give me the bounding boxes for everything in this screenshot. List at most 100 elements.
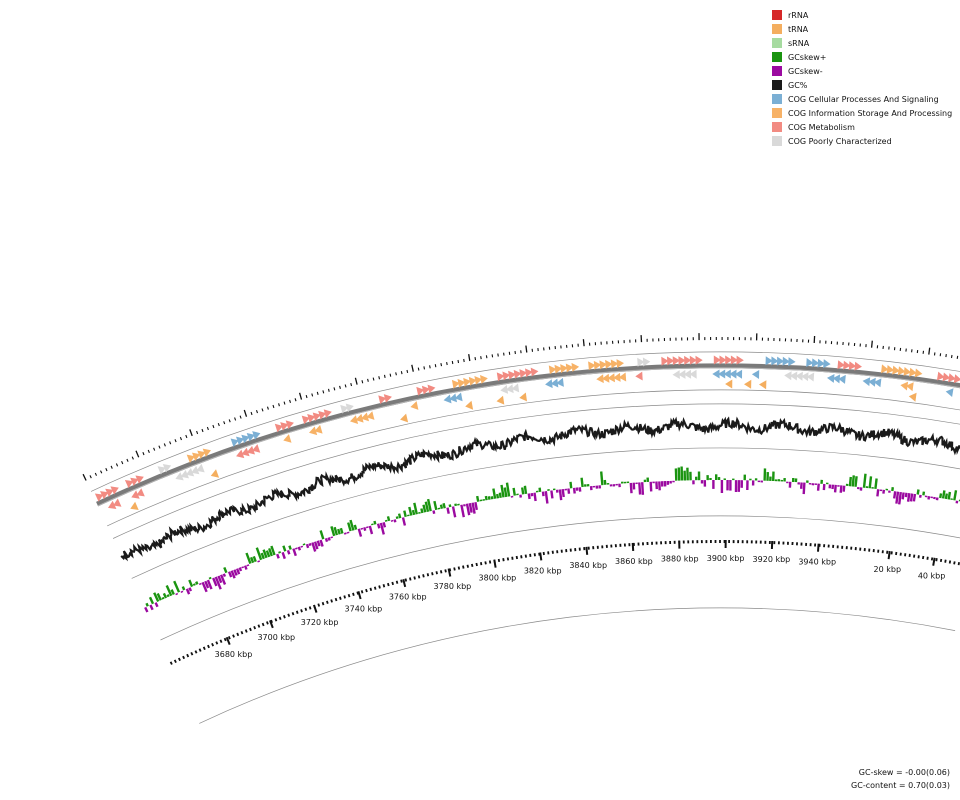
outer-tick xyxy=(228,419,231,423)
inner-tick xyxy=(253,625,257,630)
inner-tick xyxy=(930,557,934,561)
gc-skew-bar xyxy=(638,482,642,495)
cog-arrow xyxy=(689,355,697,365)
gc-skew-bar xyxy=(260,552,265,560)
position-label: 3760 kbp xyxy=(389,593,427,602)
gc-skew-bar xyxy=(386,516,391,522)
outer-tick xyxy=(110,465,113,469)
gc-skew-bar xyxy=(198,582,202,586)
outer-tick xyxy=(100,470,103,474)
legend-label: COG Metabolism xyxy=(788,122,855,132)
cog-arrow xyxy=(843,360,851,370)
inner-tick xyxy=(488,560,492,564)
gc-skew-bar xyxy=(148,596,155,605)
outer-tick xyxy=(468,353,471,362)
gc-skew-bar xyxy=(288,545,292,550)
cog-arrow xyxy=(784,371,792,381)
position-label: 3840 kbp xyxy=(569,561,607,570)
gc-skew-bar xyxy=(154,602,159,608)
major-tick xyxy=(817,543,820,552)
gc-skew-bar xyxy=(629,482,633,494)
legend-item: GC% xyxy=(772,78,952,92)
outer-tick xyxy=(480,356,482,360)
inner-tick xyxy=(378,585,381,589)
outer-tick xyxy=(206,426,209,431)
outer-tick xyxy=(250,411,253,416)
inner-tick xyxy=(520,555,523,559)
gc-skew-bar xyxy=(214,576,222,590)
inner-tick xyxy=(227,636,231,640)
cog-arrow xyxy=(616,359,624,369)
gc-skew-bar xyxy=(512,487,516,496)
cog-arrow xyxy=(283,434,292,443)
inner-tick xyxy=(232,634,235,638)
outer-tick xyxy=(316,391,319,395)
cog-arrow xyxy=(881,364,889,374)
gc-skew-bar xyxy=(357,528,363,537)
gc-skew-bar xyxy=(349,519,355,531)
cog-arrow xyxy=(383,394,392,403)
gc-skew-bar xyxy=(603,479,607,485)
gc-skew-bar xyxy=(330,526,336,537)
gc-skew-bar xyxy=(876,489,880,497)
position-label: 3740 kbp xyxy=(345,605,383,614)
inner-tick xyxy=(444,569,447,573)
cog-arrow xyxy=(236,449,245,459)
gc-skew-bar xyxy=(268,548,273,557)
gc-skew-bar xyxy=(882,489,886,494)
gc-skew-bar xyxy=(201,581,208,593)
outer-tick xyxy=(289,399,292,403)
gc-skew-bar xyxy=(912,493,917,502)
gc-skew-bar xyxy=(397,513,402,519)
gc-skew-bar xyxy=(161,596,165,600)
legend-label: tRNA xyxy=(788,24,809,34)
outer-tick xyxy=(440,362,443,367)
legend-swatch xyxy=(772,80,782,90)
cog-arrow xyxy=(554,364,563,374)
legend-item: rRNA xyxy=(772,8,952,22)
major-tick xyxy=(887,550,891,560)
outer-tick xyxy=(383,374,386,379)
cog-arrow xyxy=(236,436,245,446)
outer-tick xyxy=(451,360,454,365)
legend-swatch xyxy=(772,66,782,76)
cog-arrow xyxy=(607,373,615,383)
major-tick xyxy=(539,552,543,561)
outer-tick xyxy=(411,364,414,372)
outer-tick xyxy=(298,392,303,400)
cog-arrow xyxy=(571,362,580,372)
inner-tick xyxy=(953,561,956,565)
gc-skew-bar xyxy=(947,491,952,500)
inner-tick xyxy=(484,561,487,565)
cog-arrow xyxy=(618,372,627,382)
gc-skew-bar xyxy=(249,556,255,564)
gc-skew-bar xyxy=(195,581,199,585)
cog-arrow xyxy=(908,392,917,402)
gc-skew-bar xyxy=(313,541,319,550)
cog-arrow xyxy=(496,372,505,382)
inner-tick xyxy=(190,652,194,656)
inner-tick xyxy=(317,603,321,607)
cog-arrow xyxy=(613,372,621,382)
outer-tick xyxy=(105,467,108,472)
outer-tick xyxy=(950,354,953,359)
inner-tick xyxy=(917,555,920,559)
gc-skew-bar xyxy=(339,527,344,534)
major-tick xyxy=(631,542,635,551)
outer-tick xyxy=(142,451,145,456)
gc-skew-bar xyxy=(544,491,549,504)
position-label: 3700 kbp xyxy=(257,633,295,642)
cog-arrow xyxy=(210,469,220,478)
cog-arrow xyxy=(588,361,596,371)
gc-skew-bar xyxy=(316,540,321,547)
inner-tick xyxy=(957,562,960,566)
gc-skew-bar xyxy=(578,487,582,492)
gc-skew-bar xyxy=(222,573,227,578)
inner-tick xyxy=(334,597,338,602)
cog-arrow xyxy=(751,370,760,379)
outer-tick xyxy=(261,408,264,412)
gc-skew-bar xyxy=(333,526,339,536)
cog-arrow xyxy=(806,372,815,382)
inner-tick xyxy=(922,555,925,560)
inner-tick xyxy=(249,627,252,632)
